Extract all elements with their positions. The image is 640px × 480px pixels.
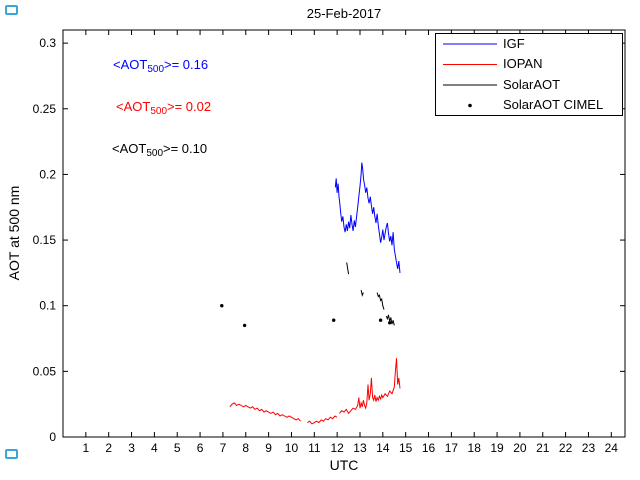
annotation-pre: <AOT	[113, 57, 148, 72]
x-tick-label: 9	[265, 441, 272, 455]
series-solaraot-line	[360, 289, 364, 297]
legend-label-iopan: IOPAN	[503, 56, 543, 71]
series-iopan-line	[229, 402, 301, 422]
x-tick-label: 4	[151, 441, 158, 455]
annotation-post: >= 0.10	[163, 141, 208, 156]
annotation-post: >= 0.16	[164, 57, 209, 72]
chart-title: 25-Feb-2017	[306, 6, 382, 21]
x-axis-label: UTC	[329, 457, 359, 473]
y-tick-label: 0.1	[39, 299, 56, 313]
x-tick-label: 16	[422, 441, 436, 455]
x-tick-label: 22	[559, 441, 573, 455]
x-tick-label: 6	[197, 441, 204, 455]
x-tick-label: 8	[242, 441, 249, 455]
scatter-point-solaraot-cimel	[220, 304, 224, 308]
x-tick-label: 24	[605, 441, 619, 455]
scatter-point-solaraot-cimel	[242, 323, 247, 328]
scatter-point-solaraot-cimel	[378, 318, 383, 322]
annotation-post: >= 0.02	[167, 99, 212, 114]
annotation-solaraot-mean: <AOT500>= 0.10	[112, 141, 207, 161]
series-iopan-line	[339, 358, 401, 415]
x-tick-label: 21	[536, 441, 550, 455]
annotation-sub: 500	[147, 64, 165, 75]
x-tick-label: 14	[376, 441, 390, 455]
x-tick-label: 18	[468, 441, 482, 455]
series-solaraot-line	[385, 314, 395, 326]
screen-artifact-bottom-left	[5, 449, 18, 459]
legend-label-igf: IGF	[503, 36, 525, 51]
scatter-point-solaraot-cimel	[332, 318, 336, 322]
y-axis-label: AOT at 500 nm	[6, 185, 22, 281]
legend-dot-sample-3	[468, 103, 472, 108]
y-tick-label: 0.3	[39, 36, 56, 50]
y-tick-label: 0.25	[33, 102, 57, 116]
annotation-sub: 500	[150, 106, 168, 117]
x-tick-label: 10	[285, 441, 299, 455]
x-tick-label: 12	[330, 441, 344, 455]
series-iopan-line	[307, 415, 338, 425]
legend-box	[435, 33, 623, 116]
x-tick-label: 19	[490, 441, 504, 455]
x-tick-label: 23	[582, 441, 596, 455]
x-tick-label: 20	[513, 441, 527, 455]
y-tick-label: 0.15	[33, 233, 57, 247]
screen-artifact-top-left	[5, 5, 18, 15]
annotation-iopan-mean: <AOT500>= 0.02	[116, 99, 211, 119]
x-tick-label: 17	[445, 441, 459, 455]
series-solaraot-line	[376, 292, 385, 310]
x-tick-label: 13	[353, 441, 367, 455]
y-tick-label: 0.2	[39, 167, 56, 181]
y-tick-label: 0	[49, 430, 56, 444]
annotation-sub: 500	[146, 148, 164, 159]
scatter-point-solaraot-cimel	[388, 321, 392, 325]
x-tick-label: 3	[128, 441, 135, 455]
x-tick-label: 15	[399, 441, 413, 455]
x-tick-label: 2	[105, 441, 112, 455]
legend-label-solaraot: SolarAOT	[503, 77, 561, 92]
annotation-pre: <AOT	[112, 141, 147, 156]
x-tick-label: 5	[174, 441, 181, 455]
legend-label-solaraot-cimel: SolarAOT CIMEL	[503, 97, 604, 112]
x-tick-label: 11	[308, 441, 321, 455]
series-solaraot-line	[346, 262, 350, 275]
x-tick-label: 1	[83, 441, 90, 455]
series-igf-line	[334, 162, 401, 273]
annotation-igf-mean: <AOT500>= 0.16	[113, 57, 208, 77]
annotation-pre: <AOT	[116, 99, 151, 114]
y-tick-label: 0.05	[33, 364, 57, 378]
x-tick-label: 7	[220, 441, 227, 455]
